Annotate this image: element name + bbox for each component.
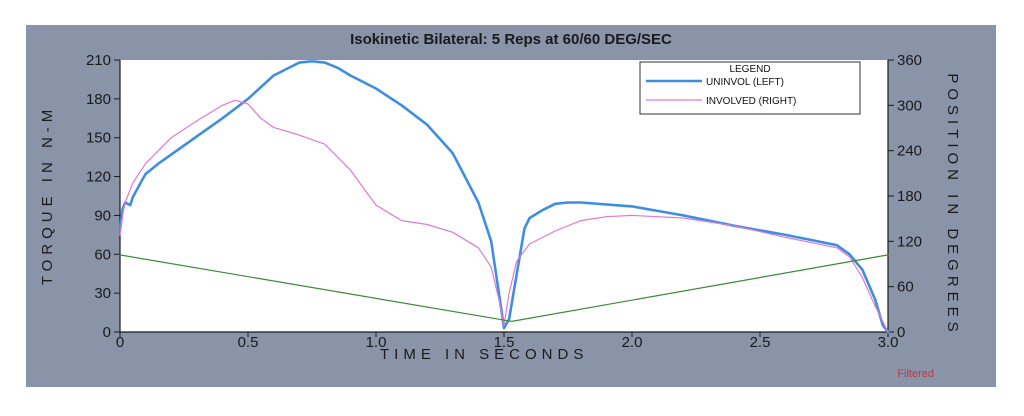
x-tick-label: 0.5 <box>238 334 259 351</box>
y2-tick-label: 0 <box>897 324 905 341</box>
series-line-position <box>119 254 889 322</box>
x-axis-ticks: 0 0.5 1.0 1.5 2.0 2.5 3.0 <box>116 332 899 351</box>
series-line-uninvol-left <box>118 59 890 334</box>
x-tick-label: 2.5 <box>750 334 771 351</box>
x-axis-title: TIME IN SECONDS <box>380 346 588 363</box>
y-tick-label: 30 <box>94 285 111 302</box>
chart-title: Isokinetic Bilateral: 5 Reps at 60/60 DE… <box>350 31 672 48</box>
y2-tick-label: 180 <box>897 188 922 205</box>
y2-axis-title: POSITION IN DEGREES <box>944 73 961 336</box>
legend-label-involved-right: INVOLVED (RIGHT) <box>706 96 796 107</box>
y2-tick-label: 240 <box>897 143 922 160</box>
y-axis-title: TORQUE IN N-M <box>39 105 56 286</box>
y2-tick-label: 60 <box>897 279 914 296</box>
series-layer <box>118 59 890 334</box>
legend: LEGEND UNINVOL (LEFT) INVOLVED (RIGHT) <box>639 61 861 115</box>
y2-tick-label: 300 <box>897 97 922 114</box>
y-tick-label: 60 <box>94 246 111 263</box>
y-tick-label: 210 <box>86 52 111 69</box>
y-tick-label: 120 <box>86 169 111 186</box>
legend-title: LEGEND <box>729 64 770 75</box>
x-tick-label: 0 <box>116 334 124 351</box>
x-tick-label: 3.0 <box>878 334 899 351</box>
legend-label-uninvol-left: UNINVOL (LEFT) <box>706 77 784 88</box>
legend-box <box>639 61 861 115</box>
y-axis-ticks: 0 30 60 90 120 150 180 210 <box>86 52 120 341</box>
y-tick-label: 180 <box>86 91 111 108</box>
y-tick-label: 150 <box>86 130 111 147</box>
filtered-status: Filtered <box>897 368 934 380</box>
y-tick-label: 0 <box>103 324 111 341</box>
y-tick-label: 90 <box>94 207 111 224</box>
y2-tick-label: 120 <box>897 233 922 250</box>
x-tick-label: 2.0 <box>622 334 643 351</box>
y2-axis-ticks: 0 60 120 180 240 300 360 <box>888 52 922 341</box>
y2-tick-label: 360 <box>897 52 922 69</box>
x-tick-label: 1.5 <box>494 334 515 351</box>
x-tick-label: 1.0 <box>366 334 387 351</box>
series-line-involved-right <box>119 99 889 333</box>
